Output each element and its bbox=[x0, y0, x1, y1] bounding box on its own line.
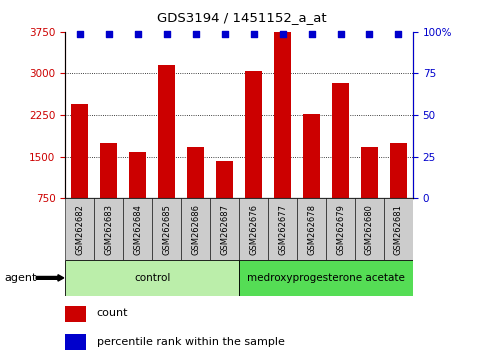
Text: GSM262681: GSM262681 bbox=[394, 204, 403, 255]
Text: GSM262684: GSM262684 bbox=[133, 204, 142, 255]
Bar bbox=[216, 160, 233, 198]
Bar bbox=[390, 143, 407, 198]
Point bbox=[279, 31, 286, 36]
Bar bbox=[303, 114, 320, 198]
Text: GSM262679: GSM262679 bbox=[336, 204, 345, 255]
Text: GSM262686: GSM262686 bbox=[191, 204, 200, 255]
Text: control: control bbox=[134, 273, 170, 283]
Point bbox=[134, 31, 142, 36]
Bar bbox=[274, 33, 291, 198]
Text: GSM262678: GSM262678 bbox=[307, 204, 316, 255]
Text: count: count bbox=[97, 308, 128, 318]
Point bbox=[76, 31, 84, 36]
Point bbox=[105, 31, 113, 36]
Bar bbox=[94, 198, 123, 260]
Text: GSM262687: GSM262687 bbox=[220, 204, 229, 255]
Point bbox=[192, 31, 199, 36]
Point bbox=[366, 31, 373, 36]
Text: percentile rank within the sample: percentile rank within the sample bbox=[97, 337, 284, 347]
Text: GDS3194 / 1451152_a_at: GDS3194 / 1451152_a_at bbox=[156, 11, 327, 24]
Text: medroxyprogesterone acetate: medroxyprogesterone acetate bbox=[247, 273, 405, 283]
Bar bbox=[100, 143, 117, 198]
Bar bbox=[239, 198, 268, 260]
Bar bbox=[158, 64, 175, 198]
Bar bbox=[239, 260, 413, 296]
Point bbox=[163, 31, 170, 36]
Point bbox=[221, 31, 228, 36]
Bar bbox=[152, 198, 181, 260]
Bar bbox=[210, 198, 239, 260]
Bar bbox=[71, 104, 88, 198]
Point bbox=[337, 31, 344, 36]
Bar bbox=[129, 152, 146, 198]
Point bbox=[308, 31, 315, 36]
Bar bbox=[326, 198, 355, 260]
Bar bbox=[361, 147, 378, 198]
Bar bbox=[332, 84, 349, 198]
Text: GSM262682: GSM262682 bbox=[75, 204, 84, 255]
Text: GSM262680: GSM262680 bbox=[365, 204, 374, 255]
Text: GSM262685: GSM262685 bbox=[162, 204, 171, 255]
Point bbox=[250, 31, 257, 36]
Bar bbox=[65, 198, 94, 260]
Point bbox=[395, 31, 402, 36]
Bar bbox=[187, 147, 204, 198]
Bar bbox=[297, 198, 326, 260]
Bar bbox=[268, 198, 297, 260]
Text: GSM262677: GSM262677 bbox=[278, 204, 287, 255]
Text: agent: agent bbox=[5, 273, 37, 283]
Bar bbox=[123, 198, 152, 260]
Text: GSM262683: GSM262683 bbox=[104, 204, 113, 255]
Text: GSM262676: GSM262676 bbox=[249, 204, 258, 255]
Bar bbox=[65, 306, 86, 322]
Bar bbox=[384, 198, 413, 260]
Bar bbox=[65, 260, 239, 296]
Bar bbox=[181, 198, 210, 260]
Bar bbox=[245, 71, 262, 198]
Bar bbox=[65, 334, 86, 350]
Bar bbox=[355, 198, 384, 260]
